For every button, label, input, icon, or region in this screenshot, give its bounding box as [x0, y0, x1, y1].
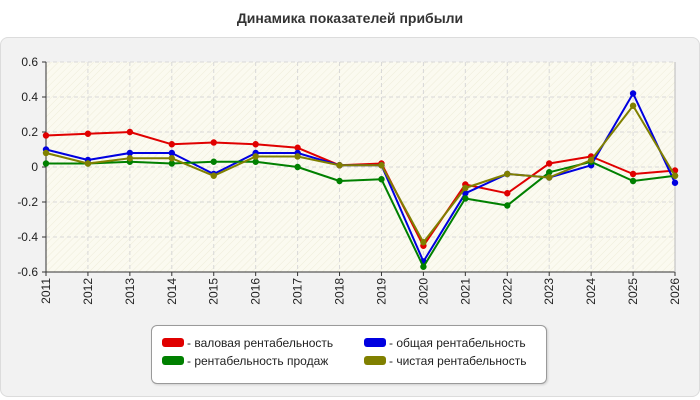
- data-point: [336, 162, 343, 169]
- data-point: [504, 170, 511, 178]
- data-point: [126, 155, 134, 162]
- series-3: [42, 102, 679, 246]
- legend-label: - валовая рентабельность: [187, 336, 334, 350]
- chart-title: Динамика показателей прибыли: [236, 10, 464, 26]
- x-tick-label: 2017: [291, 278, 305, 305]
- x-tick-label: 2023: [542, 278, 556, 305]
- y-tick-label: -0.4: [17, 230, 38, 244]
- data-point: [42, 149, 50, 157]
- legend-swatch: [162, 338, 184, 348]
- x-tick-label: 2024: [584, 278, 598, 305]
- data-point: [294, 144, 301, 151]
- legend-swatch: [364, 338, 386, 348]
- data-point: [126, 149, 134, 157]
- data-point: [462, 195, 469, 202]
- legend-item-total-margin: - общая рентабельность: [364, 335, 526, 351]
- data-point: [546, 174, 553, 181]
- data-point: [42, 132, 50, 139]
- x-tick-label: 2019: [374, 278, 388, 305]
- data-point: [504, 190, 511, 197]
- legend-label: - чистая рентабельность: [389, 354, 527, 368]
- x-tick-label: 2018: [333, 278, 347, 305]
- x-tick-label: 2014: [165, 278, 179, 305]
- series-line: [46, 160, 676, 268]
- data-point: [462, 184, 469, 192]
- series-line: [45, 104, 676, 244]
- legend-swatch: [162, 356, 184, 366]
- data-point: [84, 130, 92, 137]
- data-point: [378, 162, 385, 169]
- x-tick-label: 2016: [249, 278, 263, 305]
- x-tick-label: 2026: [668, 278, 682, 305]
- y-tick-label: -0.6: [17, 265, 38, 279]
- y-tick-label: 0.6: [21, 55, 38, 69]
- x-tick-label: 2021: [458, 278, 472, 305]
- data-point: [336, 177, 343, 185]
- data-point: [168, 160, 175, 167]
- data-point: [629, 170, 637, 178]
- data-point: [294, 153, 301, 160]
- x-tick-label: 2012: [81, 278, 95, 305]
- data-point: [671, 179, 679, 186]
- data-point: [168, 141, 175, 148]
- legend-item-sales-margin: - рентабельность продаж: [162, 353, 328, 369]
- legend-item-gross-margin: - валовая рентабельность: [162, 335, 333, 351]
- data-point: [629, 177, 637, 185]
- x-tick-label: 2022: [500, 278, 514, 305]
- legend-item-net-margin: - чистая рентабельность: [364, 353, 526, 369]
- data-point: [126, 128, 134, 136]
- data-point: [210, 139, 217, 146]
- x-tick-label: 2025: [626, 278, 640, 305]
- data-point: [168, 155, 175, 162]
- x-tick-label: 2020: [416, 278, 430, 305]
- data-point: [294, 163, 301, 171]
- y-tick-label: 0.4: [21, 90, 38, 104]
- data-point: [504, 202, 511, 209]
- legend-label: - общая рентабельность: [389, 336, 526, 350]
- data-point: [210, 158, 217, 165]
- series-layer: [42, 90, 679, 270]
- data-point: [42, 160, 50, 167]
- x-tick-label: 2015: [207, 278, 221, 305]
- y-tick-label: 0: [31, 160, 38, 174]
- data-point: [546, 160, 553, 167]
- x-tick-label: 2013: [123, 278, 137, 305]
- data-point: [252, 158, 259, 165]
- data-point: [168, 149, 175, 157]
- data-point: [629, 90, 637, 97]
- data-point: [420, 263, 427, 270]
- chart-legend: - валовая рентабельность - общая рентабе…: [151, 325, 547, 384]
- data-point: [587, 156, 595, 164]
- data-point: [84, 160, 92, 167]
- data-point: [671, 172, 679, 179]
- y-tick-label: 0.2: [21, 125, 38, 139]
- data-point: [252, 141, 259, 148]
- data-point: [546, 169, 553, 176]
- data-point: [378, 176, 385, 183]
- legend-swatch: [364, 356, 386, 366]
- y-tick-label: -0.2: [17, 195, 38, 209]
- data-point: [420, 239, 427, 246]
- data-point: [629, 102, 637, 109]
- axes: [42, 61, 676, 276]
- data-point: [252, 153, 259, 160]
- x-tick-label: 2011: [39, 278, 53, 304]
- legend-label: - рентабельность продаж: [187, 354, 329, 368]
- data-point: [210, 172, 217, 179]
